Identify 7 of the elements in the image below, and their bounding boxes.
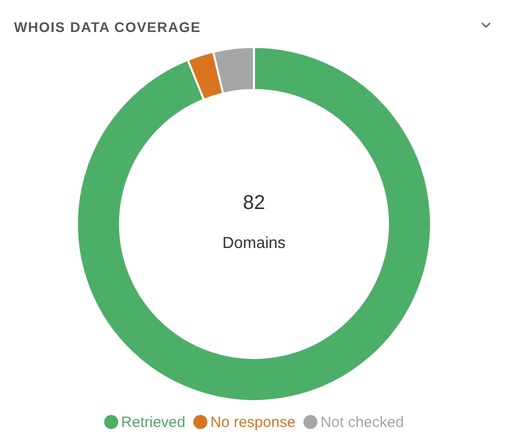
text: 82 [242,192,266,214]
chart-title: WHOIS DATA COVERAGE [14,19,201,35]
legend-label: Not checked [320,414,404,431]
legend-label: Retrieved [121,414,186,431]
donut-slice [76,46,432,402]
text: Domains [222,235,286,252]
legend-label: No response [210,414,296,431]
